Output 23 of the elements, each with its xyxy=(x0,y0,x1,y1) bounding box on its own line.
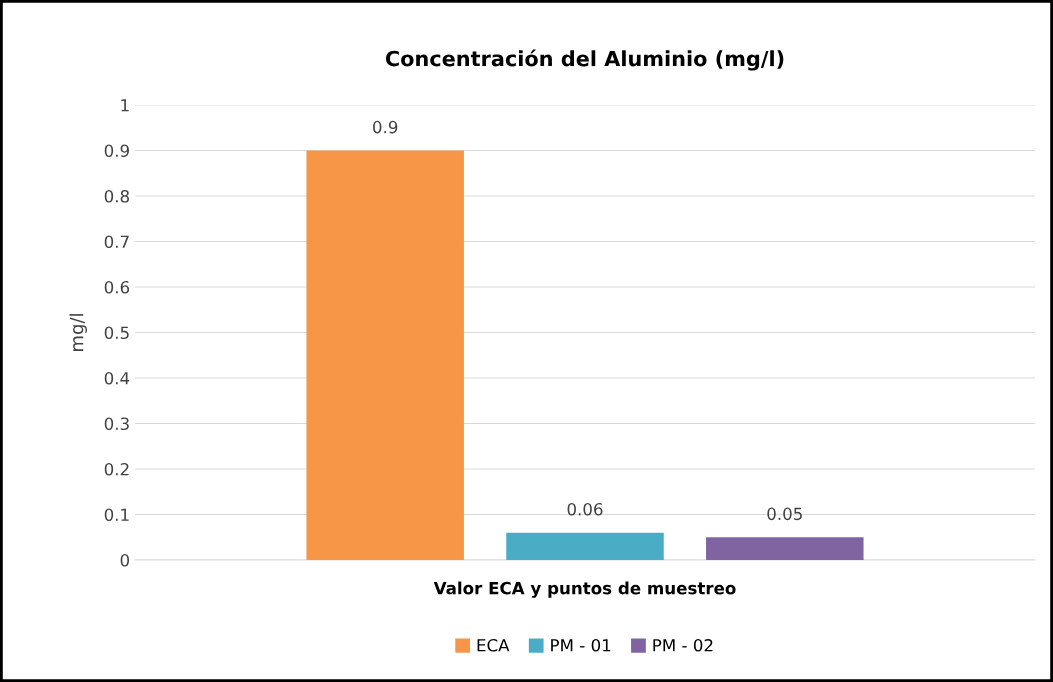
data-label: 0.06 xyxy=(567,502,603,516)
y-tick-label: 0.3 xyxy=(104,417,129,431)
y-tick-label: 0.2 xyxy=(104,462,129,476)
y-tick-label: 1 xyxy=(121,99,129,112)
x-axis-title: Valor ECA y puntos de muestreo xyxy=(433,581,736,598)
y-tick-label: 0.6 xyxy=(104,280,130,294)
y-tick-label: 0.8 xyxy=(104,189,129,203)
y-axis-title: mg/l xyxy=(69,314,87,351)
data-label: 0.05 xyxy=(767,507,802,521)
y-tick-label: 0.9 xyxy=(104,144,129,158)
y-tick-label: 0.1 xyxy=(104,508,129,522)
y-tick-label: 0.4 xyxy=(104,371,130,385)
legend-label: ECA xyxy=(477,638,510,652)
y-tick-label: 0.7 xyxy=(104,235,129,249)
bar xyxy=(306,150,464,560)
y-tick-label: 0.5 xyxy=(104,326,129,340)
legend-label: PM - 02 xyxy=(653,638,713,652)
chart-title: Concentración del Aluminio (mg/l) xyxy=(385,49,784,71)
bar xyxy=(706,537,864,560)
legend-label: PM - 01 xyxy=(551,638,611,652)
bar xyxy=(506,532,664,560)
data-label: 0.9 xyxy=(373,120,398,134)
y-tick-label: 0 xyxy=(120,553,130,567)
